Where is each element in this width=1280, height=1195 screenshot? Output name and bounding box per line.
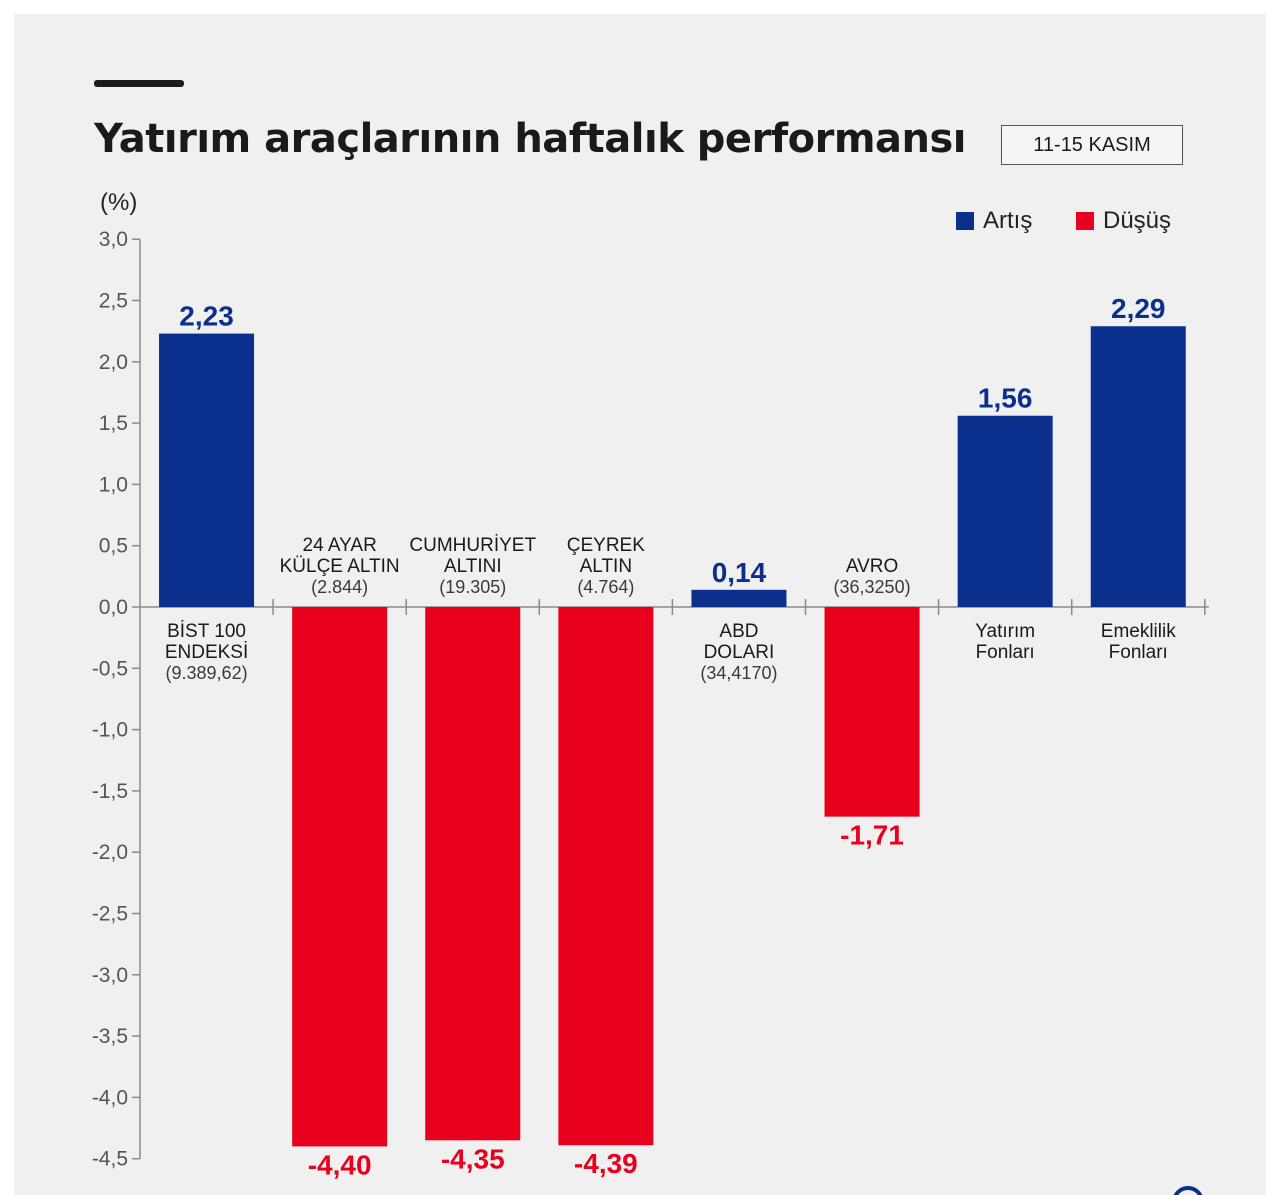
bar-level-label: (4.764)	[577, 577, 634, 597]
legend-label-increase: Artış	[983, 207, 1033, 234]
bar-level-label: (19.305)	[439, 577, 506, 597]
y-tick-label: -3,0	[92, 964, 128, 987]
y-tick-label: 0,5	[99, 535, 128, 558]
bar-category-label: Yatırım	[975, 621, 1035, 642]
infographic-card: Yatırım araçlarının haftalık performansı…	[14, 14, 1266, 1195]
bar-value-label: 1,56	[978, 383, 1033, 414]
y-tick-label: 1,0	[99, 473, 128, 496]
bar	[1090, 326, 1186, 607]
legend-swatch-increase	[956, 212, 974, 230]
y-axis-unit-label: (%)	[100, 189, 138, 216]
bar-level-label: (2.844)	[311, 577, 368, 597]
y-tick-label: -2,5	[92, 903, 128, 926]
bar-category-label: KÜLÇE ALTIN	[280, 556, 400, 577]
y-tick-label: -0,5	[92, 657, 128, 680]
y-tick-label: -4,0	[92, 1086, 128, 1109]
bar-category-label: ALTIN	[580, 556, 632, 577]
bar-category-label: 24 AYAR	[303, 535, 377, 556]
bar-category-label: BİST 100	[167, 621, 246, 642]
y-tick-label: 1,5	[99, 412, 128, 435]
y-tick-label: -2,0	[92, 841, 128, 864]
bar-category-label: CUMHURİYET	[409, 535, 536, 556]
y-tick-label: 2,0	[99, 351, 128, 374]
bar-value-label: -4,40	[308, 1149, 372, 1180]
legend-item-increase: Artış	[956, 207, 1033, 234]
date-badge: 11-15 KASIM	[1001, 125, 1183, 165]
bar-level-label: (34,4170)	[700, 663, 777, 683]
bar	[824, 607, 920, 817]
title-accent-rule	[94, 80, 184, 87]
bar-category-label: ÇEYREK	[567, 535, 645, 556]
page-title: Yatırım araçlarının haftalık performansı	[94, 116, 967, 162]
bar-value-label: 2,23	[179, 301, 234, 332]
bar-category-label: Fonları	[976, 642, 1035, 663]
legend-label-decrease: Düşüş	[1103, 207, 1172, 234]
bar	[292, 607, 388, 1147]
y-tick-label: 3,0	[99, 228, 128, 251]
bar-value-label: 2,29	[1111, 293, 1166, 324]
bar-category-label: ENDEKSİ	[165, 642, 248, 663]
bar-category-label: ABD	[719, 621, 758, 642]
y-tick-label: -1,5	[92, 780, 128, 803]
bar	[558, 607, 654, 1146]
bar-level-label: (9.389,62)	[166, 663, 248, 683]
y-tick-label: -3,5	[92, 1025, 128, 1048]
y-tick-label: -4,5	[92, 1148, 128, 1171]
bar-chart: 3,0 2,5 2,0 1,5 1,0 0,5 0,0 -0,5 -1,0 -1,5 -2,0 -2,…	[92, 228, 1209, 1180]
legend-item-decrease: Düşüş	[1076, 207, 1172, 234]
bar-value-label: -4,35	[441, 1143, 505, 1174]
bar	[159, 333, 255, 607]
legend-swatch-decrease	[1076, 212, 1094, 230]
bar	[957, 415, 1053, 607]
bar	[425, 607, 521, 1141]
bar	[691, 589, 787, 607]
bar-level-label: (36,3250)	[834, 577, 911, 597]
bar-category-label: ALTINI	[444, 556, 502, 577]
bar-category-label: Fonları	[1109, 642, 1168, 663]
y-tick-label: 0,0	[99, 596, 128, 619]
bar-category-label: AVRO	[846, 556, 898, 577]
bar-category-label: Emeklilik	[1101, 621, 1176, 642]
y-tick-label: -1,0	[92, 719, 128, 742]
bar-value-label: -4,39	[574, 1148, 638, 1179]
bar-category-label: DOLARI	[704, 642, 775, 663]
y-tick-label: 2,5	[99, 290, 128, 313]
bar-value-label: 0,14	[712, 557, 767, 588]
bar-value-label: -1,71	[840, 820, 904, 851]
